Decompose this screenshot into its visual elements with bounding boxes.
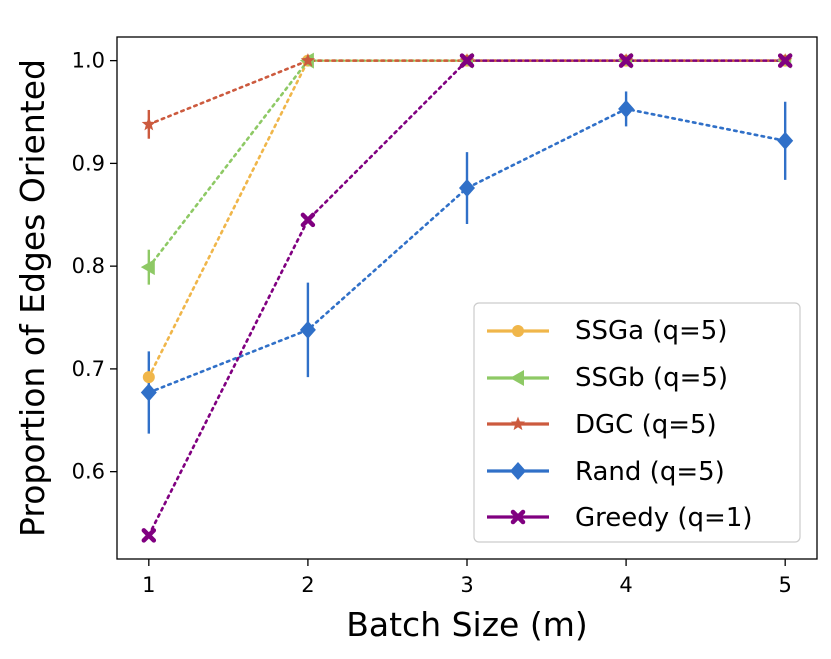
y-tick-label-0.6: 0.6 [72,460,105,484]
y-tick-label-0.8: 0.8 [72,254,105,278]
x-tick-label-5: 5 [778,573,791,597]
marker-layer [140,52,794,543]
point-greedy-5 [777,53,793,68]
point-greedy-1 [141,528,157,543]
y-axis-title: Proportion of Edges Oriented [13,59,52,537]
series-dgc [147,59,787,139]
legend-frame [473,302,801,543]
legend-swatch-dgc [487,416,549,431]
y-tick-label-0.9: 0.9 [72,151,105,175]
x-tick-label-2: 2 [301,573,314,597]
legend-label-ssgb: SSGb (q=5) [575,363,728,393]
legend-marker-greedy [510,509,526,525]
point-dgc-1 [141,116,156,131]
point-greedy-3 [459,53,475,68]
legend-entry-dgc: DGC (q=5) [487,410,717,440]
point-ssgb-1 [140,259,155,276]
series-greedy [147,59,787,537]
legend-label-greedy: Greedy (q=1) [575,503,753,533]
legend: SSGa (q=5) SSGb (q=5) DGC (q=5) Rand (q=… [473,302,801,543]
legend-entry-greedy: Greedy (q=1) [487,503,753,533]
point-rand-3 [459,179,475,198]
y-tick-label-0.7: 0.7 [72,357,105,381]
legend-marker-ssgb [510,370,524,386]
point-ssga-1 [142,371,155,384]
legend-marker-ssga [512,325,524,337]
point-rand-2 [299,320,316,339]
point-greedy-2 [300,212,316,228]
point-rand-1 [140,383,157,402]
legend-marker-dgc [510,416,526,431]
legend-swatch-ssga [487,325,549,337]
legend-label-dgc: DGC (q=5) [575,410,717,440]
point-dgc-2 [300,53,316,67]
legend-marker-rand [510,462,526,480]
point-greedy-4 [618,53,634,68]
series-line-dgc [147,59,787,126]
point-rand-5 [777,131,794,150]
x-tick-label-4: 4 [619,573,632,597]
point-rand-4 [618,99,635,118]
series-layer [140,52,794,543]
series-line-greedy [147,59,787,537]
legend-entry-ssga: SSGa (q=5) [487,316,727,346]
y-axis: 0.6 0.7 0.8 0.9 1.0 [72,49,117,484]
legend-swatch-rand [487,462,549,480]
legend-swatch-greedy [487,509,549,525]
legend-entry-rand: Rand (q=5) [487,457,725,487]
legend-swatch-ssgb [487,370,549,386]
y-tick-label-1.0: 1.0 [72,49,105,73]
legend-label-ssga: SSGa (q=5) [575,316,727,346]
legend-label-rand: Rand (q=5) [575,457,725,487]
x-tick-label-1: 1 [142,573,155,597]
x-axis: 1 2 3 4 5 [142,559,792,597]
legend-entry-ssgb: SSGb (q=5) [487,363,728,393]
x-tick-label-3: 3 [460,573,473,597]
x-axis-title: Batch Size (m) [346,605,587,644]
